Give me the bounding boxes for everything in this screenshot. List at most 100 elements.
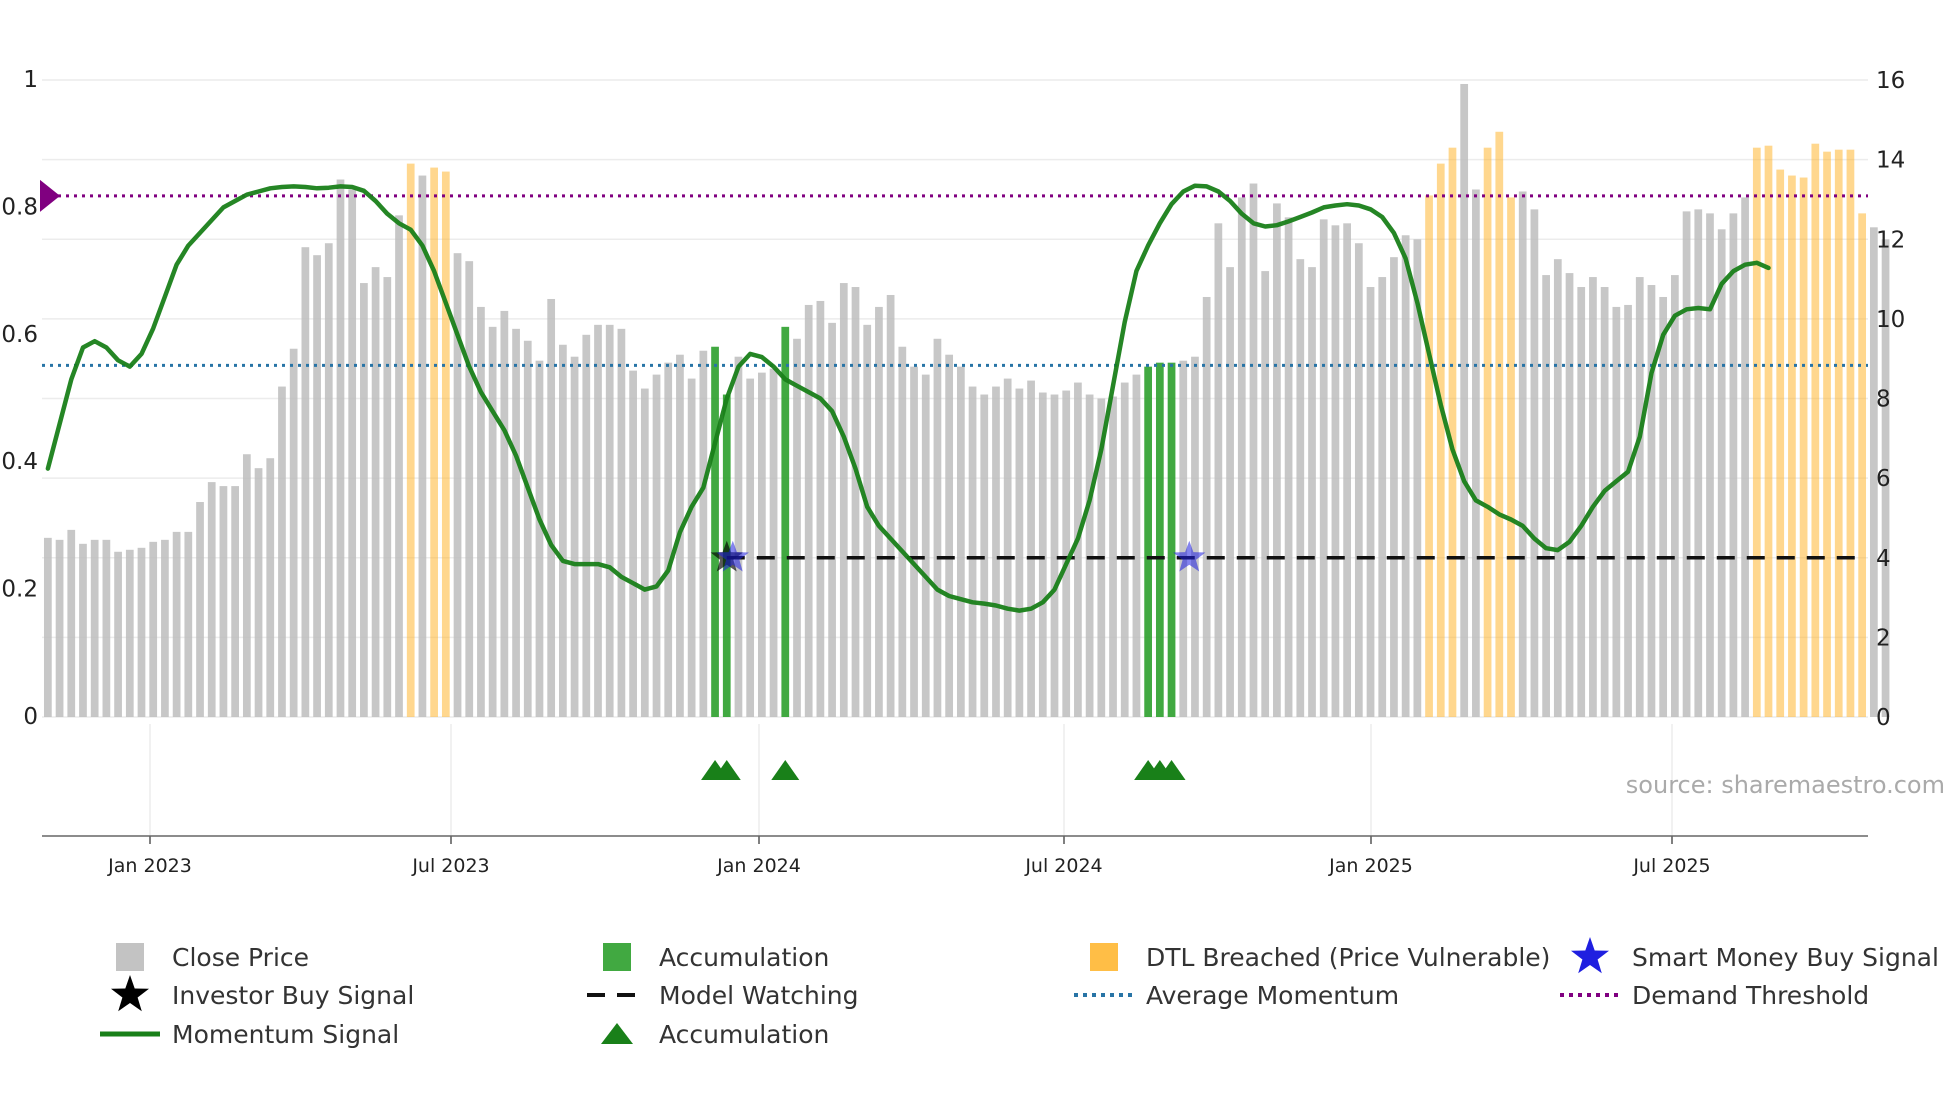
close-price-bar bbox=[1706, 213, 1714, 717]
left-axis-tick-label: 0 bbox=[23, 704, 38, 730]
accumulation-marker bbox=[712, 760, 741, 780]
close-price-bar bbox=[1296, 259, 1305, 717]
close-price-bar bbox=[1109, 396, 1117, 717]
close-price-bar bbox=[1553, 259, 1562, 717]
close-price-bar bbox=[67, 529, 76, 717]
close-price-bar bbox=[1600, 287, 1609, 717]
close-price-bar bbox=[114, 551, 122, 717]
close-price-bar bbox=[992, 386, 1000, 717]
close-price-bar bbox=[734, 356, 743, 717]
dtl-breached-bar bbox=[1799, 177, 1808, 718]
close-price-bar bbox=[1015, 388, 1024, 717]
close-price-bar bbox=[1343, 223, 1351, 717]
close-price-bar bbox=[1319, 219, 1328, 717]
legend-item: Demand Threshold bbox=[1560, 981, 1869, 1010]
right-axis-tick-label: 12 bbox=[1876, 227, 1905, 253]
legend-star-icon bbox=[111, 975, 149, 1012]
accumulation-bar bbox=[1144, 366, 1152, 717]
close-price-bar bbox=[523, 340, 532, 717]
dtl-breached-bar bbox=[1846, 149, 1855, 718]
legend-item: Close Price bbox=[116, 943, 309, 972]
close-price-bar bbox=[1682, 211, 1691, 717]
dtl-breached-bar bbox=[1776, 169, 1785, 717]
close-price-bar bbox=[137, 547, 146, 717]
close-price-bar bbox=[640, 388, 649, 717]
grid-layer bbox=[42, 79, 1868, 836]
close-price-bar bbox=[324, 243, 333, 718]
source-label: source: sharemaestro.com bbox=[1626, 771, 1945, 799]
axis-layer: Jan 2023 Jul 2023 Jan 2024 Jul 2024 Jan 2025… bbox=[1, 67, 1905, 877]
right-axis-tick-label: 14 bbox=[1876, 148, 1905, 174]
close-price-bar bbox=[1038, 392, 1047, 717]
close-price-bar bbox=[898, 346, 907, 717]
close-price-bar bbox=[1589, 277, 1597, 717]
close-price-bar bbox=[980, 394, 989, 717]
close-price-bar bbox=[1214, 223, 1223, 717]
accumulation-bar bbox=[781, 326, 790, 717]
close-price-bar bbox=[336, 179, 345, 717]
legend-item: Accumulation bbox=[601, 1020, 829, 1049]
dtl-breached-bar bbox=[406, 163, 415, 718]
close-price-bar bbox=[605, 324, 614, 717]
right-axis-tick-label: 0 bbox=[1876, 705, 1891, 731]
close-price-bar bbox=[559, 344, 567, 717]
momentum-signal-line bbox=[45, 183, 1771, 613]
close-price-bar bbox=[207, 482, 216, 717]
legend-item: Momentum Signal bbox=[100, 1020, 399, 1049]
close-price-bar bbox=[1366, 287, 1375, 717]
close-price-bar bbox=[1401, 235, 1410, 717]
lines-layer bbox=[40, 179, 1868, 613]
x-tick-label: Jan 2024 bbox=[716, 855, 801, 877]
right-axis-tick-label: 16 bbox=[1876, 68, 1905, 94]
close-price-bar bbox=[933, 338, 942, 717]
markers-layer bbox=[701, 540, 1206, 780]
demand-threshold-marker bbox=[40, 179, 60, 212]
close-price-bar bbox=[910, 366, 918, 717]
close-price-bar bbox=[1729, 213, 1738, 717]
legend-swatch bbox=[116, 943, 144, 971]
legend-label: Model Watching bbox=[659, 981, 859, 1010]
left-axis-tick-label: 1 bbox=[23, 67, 38, 93]
close-price-bar bbox=[687, 378, 696, 717]
close-price-bar bbox=[968, 386, 977, 717]
dtl-breached-bar bbox=[1752, 147, 1761, 717]
left-axis-tick-label: 0.4 bbox=[1, 449, 38, 475]
accumulation-bar bbox=[1167, 362, 1176, 717]
close-price-bar bbox=[828, 322, 836, 717]
left-axis-tick-label: 0.8 bbox=[1, 194, 38, 220]
close-price-bar bbox=[1530, 209, 1539, 717]
close-price-bar bbox=[301, 247, 310, 717]
dtl-breached-bar bbox=[1448, 147, 1457, 717]
close-price-bar bbox=[512, 328, 520, 717]
close-price-bar bbox=[149, 541, 158, 717]
close-price-bar bbox=[1062, 390, 1071, 717]
close-price-bar bbox=[1284, 217, 1293, 717]
close-price-bar bbox=[500, 310, 509, 717]
close-price-bar bbox=[839, 283, 848, 717]
accumulation-marker bbox=[771, 760, 800, 780]
close-price-bar bbox=[55, 539, 64, 717]
close-price-bar bbox=[1671, 275, 1679, 717]
accumulation-bar bbox=[711, 346, 719, 717]
accumulation-marker bbox=[1157, 760, 1186, 780]
legend: Close Price Accumulation DTL Breached (Pri… bbox=[100, 937, 1939, 1049]
close-price-bar bbox=[125, 549, 134, 717]
close-price-bar bbox=[1003, 378, 1012, 717]
legend-label: Momentum Signal bbox=[172, 1020, 399, 1049]
close-price-bar bbox=[289, 348, 298, 717]
dtl-breached-bar bbox=[1858, 213, 1867, 717]
close-price-bar bbox=[582, 334, 591, 717]
close-price-bar bbox=[1261, 271, 1270, 717]
right-axis-tick-label: 6 bbox=[1876, 466, 1891, 492]
smart-money-buy-signal-star bbox=[716, 540, 749, 572]
right-axis-tick-label: 2 bbox=[1876, 625, 1891, 651]
close-price-bar bbox=[1202, 296, 1211, 717]
close-price-bar bbox=[465, 261, 474, 717]
dtl-breached-bar bbox=[1436, 163, 1445, 718]
close-price-bar bbox=[102, 539, 111, 717]
close-price-bar bbox=[617, 328, 626, 717]
legend-triangle-icon bbox=[601, 1023, 633, 1044]
close-price-bar bbox=[313, 255, 321, 717]
close-price-bar bbox=[418, 175, 427, 718]
